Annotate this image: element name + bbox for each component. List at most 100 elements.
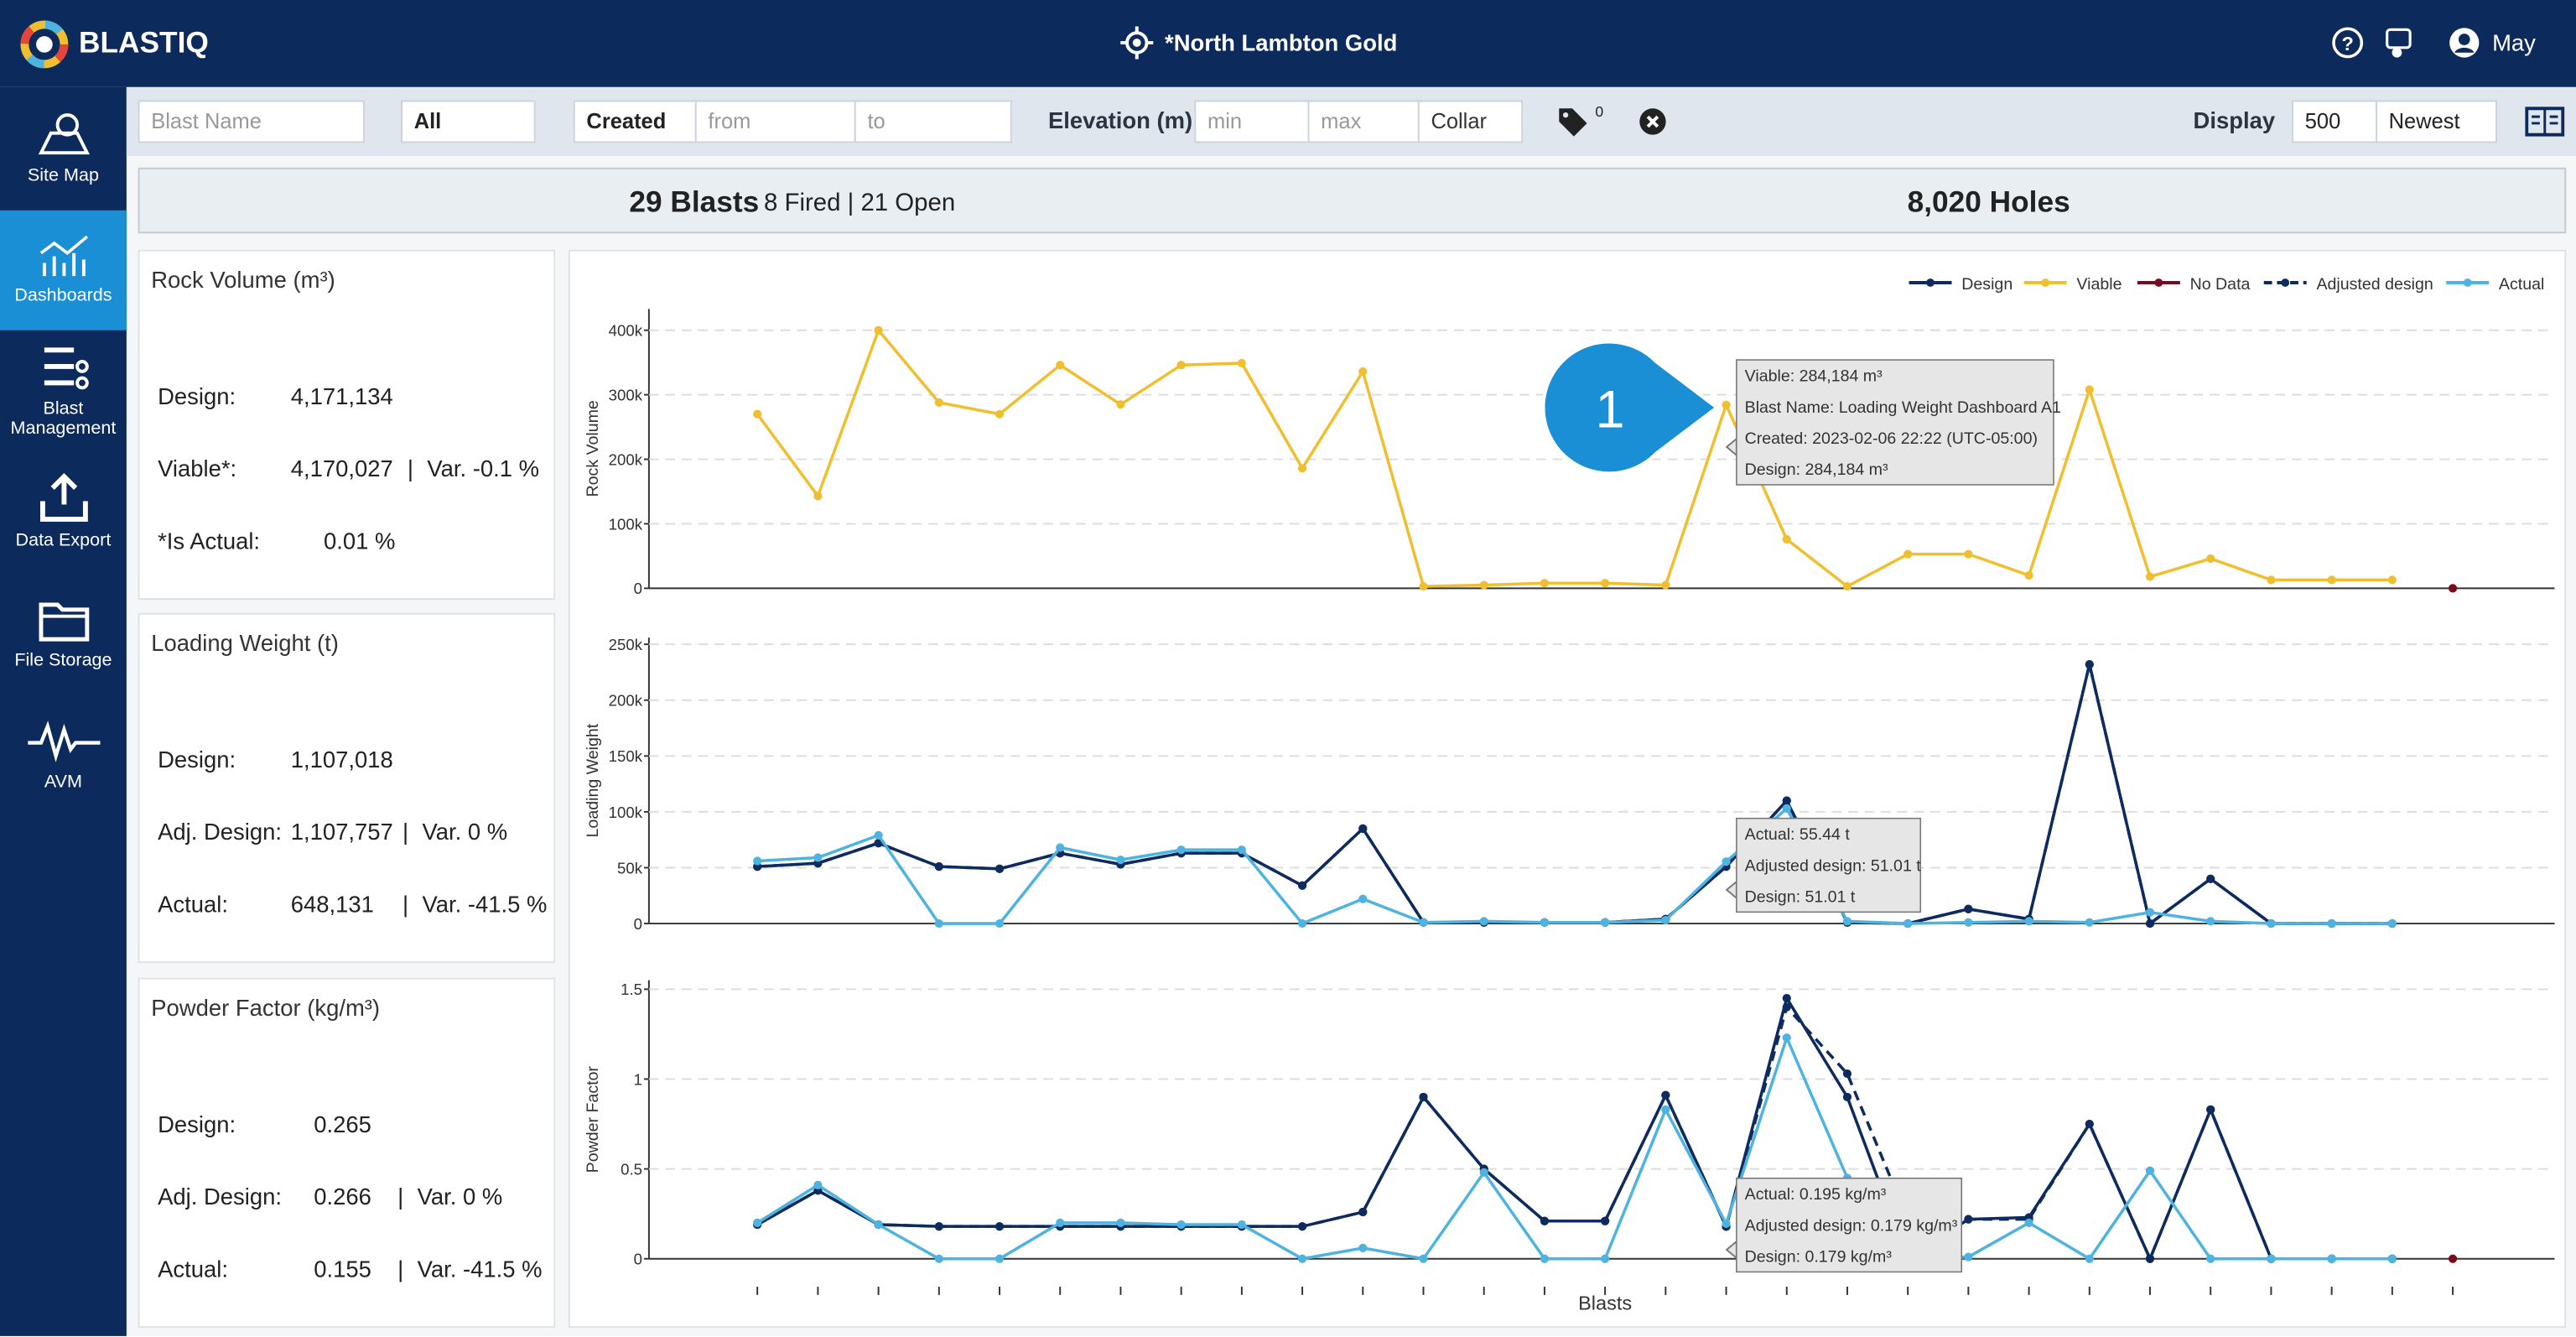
data-point — [934, 862, 943, 871]
tooltip-line: Actual: 0.195 kg/m³ — [1745, 1185, 1887, 1204]
stat-variance: Var. 0 % — [417, 1183, 503, 1210]
nav-label: Data Export — [15, 530, 112, 551]
collar-select[interactable]: Collar — [1417, 100, 1524, 143]
project-name[interactable]: *North Lambton Gold — [1165, 29, 1398, 56]
nav-blast-management[interactable]: Blast Management — [0, 343, 127, 439]
data-point — [1782, 804, 1791, 813]
data-point — [2387, 575, 2397, 585]
tag-icon[interactable] — [1555, 105, 1588, 138]
y-tick-label: 50k — [617, 859, 643, 877]
tooltip-line: Design: 284,184 m³ — [1745, 460, 1888, 479]
legend-dot — [2154, 278, 2163, 287]
data-point — [2206, 874, 2215, 883]
data-point — [753, 409, 762, 419]
data-point — [2206, 1105, 2215, 1115]
data-point — [1297, 1222, 1307, 1231]
data-point — [1661, 1105, 1670, 1115]
panel-title: Loading Weight (t) — [151, 629, 339, 656]
y-tick-label: 250k — [609, 636, 643, 653]
blast-status: 8 Fired | 21 Open — [764, 189, 956, 217]
stat-value: 0.01 % — [323, 527, 396, 554]
data-point — [1782, 1033, 1791, 1043]
charts: Design Viable No Data Adjusted design Actual… — [584, 275, 2555, 1314]
blast-name-input[interactable]: Blast Name — [138, 100, 365, 143]
tooltip-pointer — [1725, 437, 1737, 457]
data-point — [995, 1254, 1005, 1263]
data-point — [1540, 1216, 1550, 1225]
stat-variance: Var. -0.1 % — [427, 455, 540, 482]
min-input[interactable]: min — [1194, 100, 1310, 143]
status-select[interactable]: All — [401, 100, 536, 143]
data-point — [995, 864, 1005, 873]
display-label: Display — [2193, 107, 2276, 133]
from-input[interactable]: from — [694, 100, 856, 143]
limit-select[interactable]: 500 — [2292, 100, 2377, 143]
nav-site-map[interactable]: Site Map — [0, 110, 127, 185]
data-point — [2327, 918, 2336, 929]
data-point — [2085, 1254, 2094, 1263]
data-point — [934, 1222, 943, 1231]
y-tick-label: 200k — [609, 692, 643, 710]
sidebar: Site Map Dashboards Blast Management Dat… — [0, 86, 127, 1336]
data-point — [1419, 1254, 1428, 1263]
data-point — [2024, 1218, 2033, 1227]
data-point — [1661, 580, 1670, 590]
data-point — [1601, 1216, 1610, 1225]
data-point — [2206, 554, 2215, 564]
help-icon[interactable]: ? — [2331, 26, 2364, 59]
svg-text:?: ? — [2341, 33, 2353, 55]
data-point — [1964, 904, 1973, 913]
callout-number: 1 — [1596, 380, 1625, 439]
nav-data-export[interactable]: Data Export — [0, 471, 127, 550]
guide-icon[interactable] — [2525, 105, 2565, 138]
data-point — [753, 1218, 762, 1227]
data-point — [1116, 1218, 1125, 1227]
nav-dashboards[interactable]: Dashboards — [0, 210, 127, 330]
data-point — [1722, 1219, 1731, 1229]
location-icon — [1120, 26, 1154, 60]
stat-value: 1,107,018 — [290, 746, 393, 773]
data-point — [1176, 1220, 1186, 1230]
stat-value: 4,170,027 — [290, 455, 393, 482]
data-point — [1237, 1220, 1246, 1230]
y-tick-label: 400k — [609, 322, 643, 340]
nav-label: Site Map — [27, 165, 99, 186]
clear-icon[interactable] — [1638, 107, 1667, 136]
support-icon[interactable] — [2384, 26, 2417, 59]
nav-label: File Storage — [14, 650, 112, 671]
x-axis-label: Blasts — [1578, 1292, 1632, 1314]
user-icon[interactable] — [2448, 26, 2480, 59]
legend-label: Actual — [2499, 275, 2544, 294]
panel-title: Powder Factor (kg/m³) — [151, 994, 381, 1021]
sort-select[interactable]: Newest — [2375, 100, 2497, 143]
y-tick-label: 100k — [609, 515, 643, 533]
data-point — [874, 830, 883, 840]
separator: | — [402, 890, 409, 918]
y-axis-label: Rock Volume — [584, 400, 602, 497]
legend-label: Adjusted design — [2316, 275, 2433, 294]
stat-panel: Powder Factor (kg/m³) Design: 0.265 Adj. De… — [138, 977, 556, 1329]
series-line — [757, 663, 2392, 927]
nav-file-storage[interactable]: File Storage — [0, 595, 127, 670]
data-point — [874, 325, 883, 335]
date-field-select[interactable]: Created — [573, 100, 699, 143]
nav-label: Dashboards — [14, 285, 112, 306]
data-point — [1842, 917, 1852, 926]
max-input[interactable]: max — [1307, 100, 1420, 143]
to-input[interactable]: to — [854, 100, 1012, 143]
data-point — [2085, 660, 2094, 669]
nav-avm[interactable]: AVM — [0, 716, 127, 792]
data-point — [1297, 918, 1307, 929]
data-point — [2206, 1254, 2215, 1263]
data-point — [2085, 918, 2094, 927]
data-point — [1964, 549, 1973, 559]
data-point — [1964, 1252, 1973, 1262]
user-name[interactable]: May — [2492, 29, 2536, 56]
data-point — [1358, 1243, 1368, 1252]
stat-panel: Loading Weight (t) Design: 1,107,018 Adj. D… — [138, 612, 556, 964]
stat-label: Design: — [158, 1111, 236, 1137]
stat-value: 0.265 — [314, 1111, 371, 1137]
legend-label: Viable — [2076, 275, 2122, 294]
data-point — [753, 856, 762, 866]
stat-label: Design: — [158, 746, 236, 773]
